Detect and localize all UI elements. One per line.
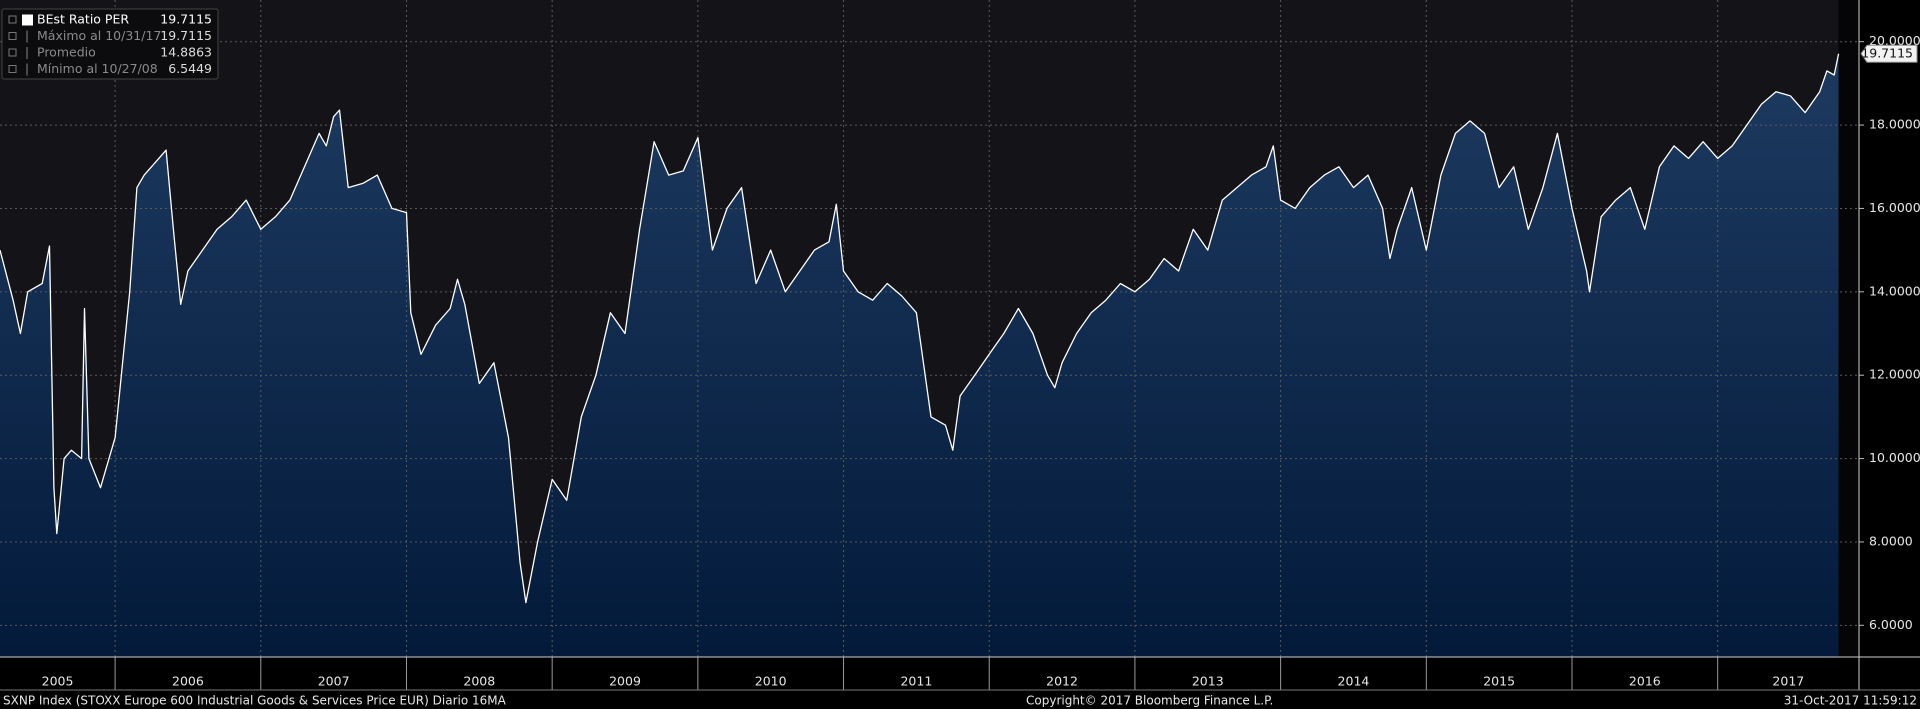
x-tick-label: 2016 <box>1629 674 1661 689</box>
x-tick-label: 2014 <box>1338 674 1370 689</box>
x-tick-label: 2005 <box>42 674 74 689</box>
y-tick-label: 10.0000 <box>1869 450 1920 465</box>
series-line <box>0 53 1840 604</box>
legend-toggle <box>8 15 17 24</box>
legend-box <box>1 8 219 80</box>
legend-label: Mínimo al 10/27/08 <box>37 61 158 76</box>
y-tick-label: 8.0000 <box>1869 533 1913 548</box>
x-tick-label: 2008 <box>463 674 495 689</box>
x-tick-label: 2012 <box>1046 674 1078 689</box>
y-tick-label: 6.0000 <box>1869 617 1913 632</box>
x-tick-label: 2006 <box>172 674 204 689</box>
y-tick-label: 16.0000 <box>1869 200 1920 215</box>
x-tick-label: 2007 <box>318 674 350 689</box>
legend-toggle <box>8 65 17 73</box>
legend-value: 14.8863 <box>160 45 212 60</box>
legend-toggle <box>8 48 17 57</box>
footer-source: SXNP Index (STOXX Europe 600 Industrial … <box>3 694 507 708</box>
x-tick-label: 2015 <box>1483 674 1515 689</box>
x-tick-label: 2011 <box>900 674 932 689</box>
legend-value: 19.7115 <box>160 28 212 43</box>
legend-value: 6.5449 <box>168 61 212 76</box>
last-value-label: 19.7115 <box>1861 46 1913 61</box>
area-fill <box>0 53 1839 657</box>
x-tick-label: 2013 <box>1192 674 1224 689</box>
y-tick-label: 12.0000 <box>1869 367 1920 382</box>
legend-label: BEst Ratio PER <box>37 12 129 27</box>
y-tick-label: 14.0000 <box>1869 283 1920 298</box>
x-tick-label: 2017 <box>1772 674 1804 689</box>
legend-label: Promedio <box>37 45 96 60</box>
x-tick-label: 2010 <box>755 674 787 689</box>
legend-label: Máximo al 10/31/17 <box>37 28 161 43</box>
x-tick-label: 2009 <box>609 674 641 689</box>
y-tick-label: 20.0000 <box>1869 33 1920 48</box>
legend-swatch <box>22 14 33 26</box>
footer-timestamp: 31-Oct-2017 11:59:12 <box>1784 694 1917 708</box>
legend-value: 19.7115 <box>160 12 212 27</box>
footer-copyright: Copyright© 2017 Bloomberg Finance L.P. <box>1026 694 1273 708</box>
last-value-box <box>1860 44 1918 63</box>
after-data-column <box>1838 0 1859 657</box>
legend-toggle <box>8 32 17 40</box>
y-tick-label: 18.0000 <box>1869 117 1920 132</box>
